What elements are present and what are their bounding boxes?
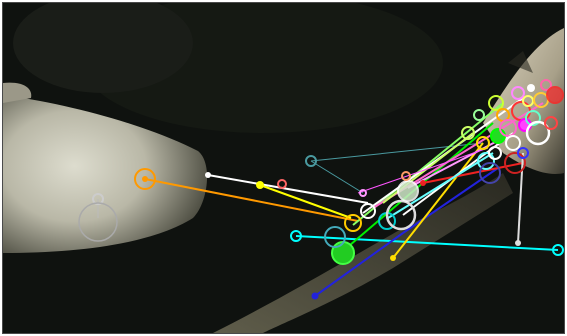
- tracking-markers: [78, 79, 564, 300]
- tracked-frame-image: [3, 3, 564, 333]
- tracking-lines: [97, 97, 559, 297]
- branch: [213, 173, 513, 333]
- pale-limb: [3, 95, 208, 253]
